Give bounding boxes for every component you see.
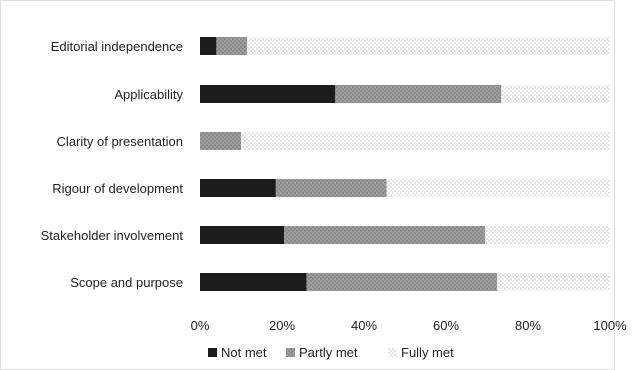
legend-label: Partly met xyxy=(299,345,358,360)
category-label: Applicability xyxy=(114,87,183,102)
bar-segment-not-met xyxy=(200,226,285,244)
bar-segment-partly-met xyxy=(275,179,387,197)
x-tick-label: 0% xyxy=(191,318,210,333)
x-tick-label: 80% xyxy=(515,318,541,333)
legend-swatch-not-met xyxy=(208,348,217,357)
x-tick-label: 100% xyxy=(593,318,627,333)
category-label: Rigour of development xyxy=(52,181,183,196)
x-tick-label: 40% xyxy=(351,318,377,333)
bar-segment-fully-met xyxy=(247,37,610,55)
bar-segment-partly-met xyxy=(200,132,241,150)
legend-label: Fully met xyxy=(401,345,454,360)
bar-segment-partly-met xyxy=(216,37,248,55)
bar-segment-not-met xyxy=(200,37,217,55)
bar-segment-partly-met xyxy=(306,273,498,291)
bars-layer xyxy=(200,37,610,291)
bar-segment-fully-met xyxy=(501,85,610,103)
category-label: Scope and purpose xyxy=(70,275,183,290)
legend-swatch-fully-met xyxy=(388,348,397,357)
bar-segment-partly-met xyxy=(335,85,502,103)
x-tick-label: 20% xyxy=(269,318,295,333)
x-axis-tick-labels: 0% 20% 40% 60% 80% 100% xyxy=(191,318,627,333)
category-label: Stakeholder involvement xyxy=(41,228,184,243)
bar-segment-not-met xyxy=(200,179,276,197)
category-label: Editorial independence xyxy=(51,39,183,54)
bar-segment-fully-met xyxy=(386,179,610,197)
category-labels: Editorial independence Applicability Clari… xyxy=(41,39,184,290)
bar-segment-fully-met xyxy=(497,273,610,291)
legend-swatch-partly-met xyxy=(286,348,295,357)
bar-segment-fully-met xyxy=(484,226,610,244)
category-label: Clarity of presentation xyxy=(57,134,183,149)
bar-segment-partly-met xyxy=(284,226,485,244)
bar-segment-not-met xyxy=(200,85,336,103)
bar-segment-not-met xyxy=(200,273,307,291)
legend-label: Not met xyxy=(221,345,267,360)
bar-segment-fully-met xyxy=(241,132,610,150)
legend: Not met Partly met Fully met xyxy=(208,345,454,360)
x-tick-label: 60% xyxy=(433,318,459,333)
